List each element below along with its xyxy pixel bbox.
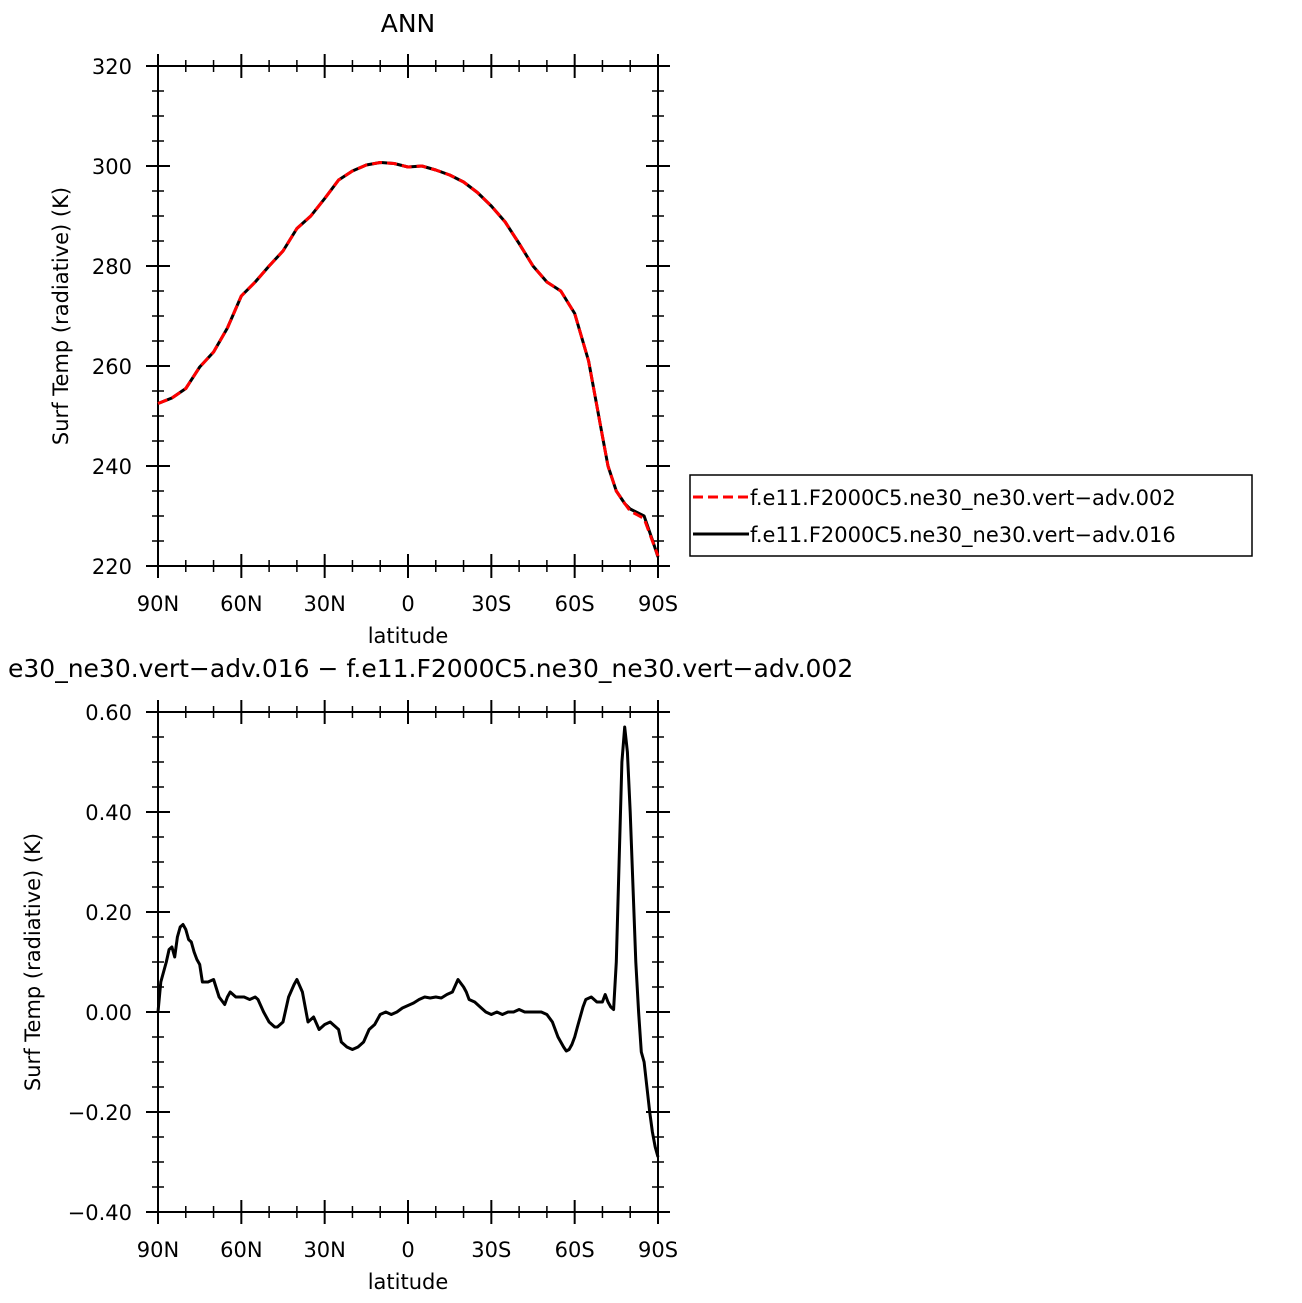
x-tick-label: 90N <box>137 592 179 616</box>
y-tick-label: 260 <box>92 355 132 379</box>
legend-label: f.e11.F2000C5.ne30_ne30.vert−adv.002 <box>750 486 1176 511</box>
y-tick-label: 240 <box>92 455 132 479</box>
x-tick-label: 0 <box>401 1238 414 1262</box>
x-axis-label: latitude <box>368 1270 449 1294</box>
y-tick-label: −0.20 <box>68 1101 132 1125</box>
y-tick-label: 300 <box>92 155 132 179</box>
legend: f.e11.F2000C5.ne30_ne30.vert−adv.002 f.e1… <box>689 474 1253 557</box>
plot-frame <box>157 711 659 1213</box>
y-axis-label: Surf Temp (radiative) (K) <box>21 833 45 1091</box>
y-axis-label: Surf Temp (radiative) (K) <box>49 187 73 445</box>
y-tick-label: 220 <box>92 555 132 579</box>
legend-box <box>689 474 1253 557</box>
x-tick-label: 30N <box>303 592 345 616</box>
y-tick-label: 0.00 <box>85 1001 132 1025</box>
x-tick-label: 90S <box>638 1238 678 1262</box>
x-tick-label: 60N <box>220 1238 262 1262</box>
y-tick-label: 0.40 <box>85 801 132 825</box>
x-tick-label: 30S <box>471 1238 511 1262</box>
panel-1: ANN 90N 60N 30N 0 30S 60S 90S 220 240 260 280 300 320… <box>49 9 678 648</box>
x-axis-label: latitude <box>368 624 449 648</box>
panel-2: e30_ne30.vert−adv.016 − f.e11.F2000C5.ne… <box>8 654 853 1294</box>
x-tick-label: 90N <box>137 1238 179 1262</box>
x-tick-label: 30S <box>471 592 511 616</box>
x-tick-label: 30N <box>303 1238 345 1262</box>
legend-label: f.e11.F2000C5.ne30_ne30.vert−adv.016 <box>750 523 1176 548</box>
series-line-2 <box>157 161 660 558</box>
chart-title: e30_ne30.vert−adv.016 − f.e11.F2000C5.ne… <box>8 654 853 683</box>
x-tick-label: 60S <box>555 1238 595 1262</box>
y-tick-label: 320 <box>92 55 132 79</box>
series-line-1 <box>156 725 660 1158</box>
y-tick-label: 280 <box>92 255 132 279</box>
x-tick-label: 60N <box>220 592 262 616</box>
x-tick-label: 0 <box>401 592 414 616</box>
y-tick-label: −0.40 <box>68 1201 132 1225</box>
y-tick-label: 0.60 <box>85 701 132 725</box>
y-tick-label: 0.20 <box>85 901 132 925</box>
x-tick-label: 60S <box>555 592 595 616</box>
chart-title: ANN <box>381 9 436 38</box>
x-tick-label: 90S <box>638 592 678 616</box>
series-line-1 <box>157 161 660 557</box>
